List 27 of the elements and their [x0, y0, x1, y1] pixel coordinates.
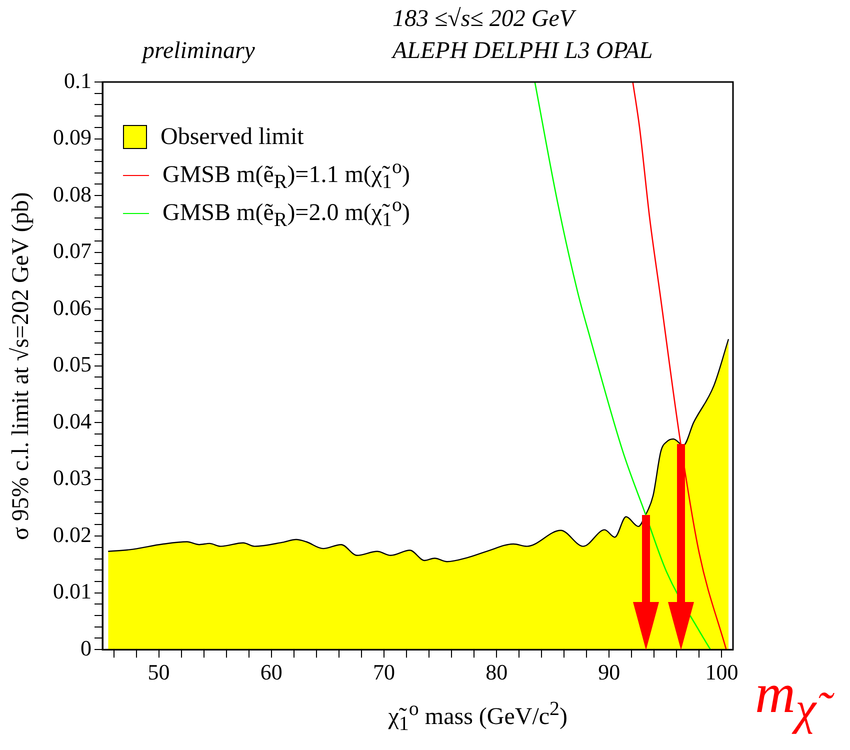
legend-label: Observed limit [160, 124, 304, 150]
y-tick-label: 0.1 [64, 68, 92, 93]
y-tick-label: 0.07 [53, 238, 92, 264]
text: preliminary [142, 38, 255, 65]
chart-subtitle: ALEPH DELPHI L3 OPAL [392, 38, 653, 65]
y-axis-title: σ 95% c.l. limit at √s=202 GeV (pb) [8, 192, 35, 540]
x-tick-label: 100 [705, 660, 738, 685]
x-tick-label: 90 [598, 660, 620, 685]
y-tick-label: 0.08 [53, 181, 92, 206]
legend-label: GMSB m(ẽ$_{R}$)=1.1 m(χ̃$_{1}$$^{o}$) [162, 156, 410, 194]
y-tick-label: 0.09 [53, 124, 92, 150]
y-tick-label: 0 [80, 635, 92, 660]
y-tick-label: 0.05 [53, 352, 92, 377]
line-series [632, 82, 727, 650]
y-tick-label: 0.04 [53, 408, 92, 434]
chart-title: 183 ≤√s≤ 202 GeV [392, 6, 574, 33]
line-series [534, 82, 712, 650]
y-tick-label: 0.03 [53, 465, 92, 490]
y-tick-label: 0.01 [53, 578, 92, 604]
x-axis-title: χ̃$_{1}$$^{o}$ mass (GeV/c$^{2}$) [388, 698, 568, 736]
legend-label: GMSB m(ẽ$_{R}$)=2.0 m(χ̃$_{1}$$^{o}$) [162, 194, 410, 232]
x-tick-label: 50 [148, 660, 170, 685]
x-tick-label: 70 [372, 660, 395, 685]
y-tick-label: 0.02 [53, 522, 92, 547]
y-tick-label: 0.06 [53, 294, 92, 320]
x-tick-label: 60 [260, 660, 282, 685]
x-tick-label: 80 [486, 660, 508, 685]
